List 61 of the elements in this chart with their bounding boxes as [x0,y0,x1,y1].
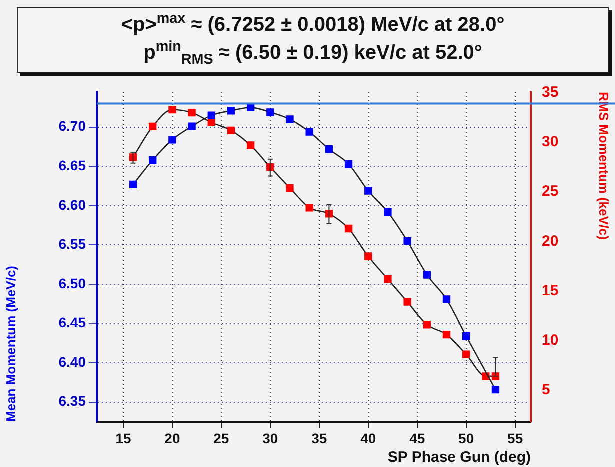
point [149,122,157,131]
y-tick-label: 6.70 [58,118,86,134]
point [492,386,500,394]
y-tick-label: 6.65 [58,158,86,174]
point [188,108,196,117]
point [149,156,157,164]
chart-title: <p>$^{max}$ ≈ (6.7252 ± 0.0018) MeV/c at 28.0° [120,11,506,38]
point [344,160,353,168]
point [344,224,353,233]
point [246,142,255,150]
x-tick-label: 30 [262,430,278,446]
point [306,128,314,136]
x-tick-label: 40 [360,430,376,446]
y2-tick-label: 15 [542,282,559,300]
point [384,275,392,284]
point [404,298,412,306]
y-tick-label: 6.40 [58,354,86,370]
point [168,136,176,144]
x-tick-label: 35 [312,430,328,446]
y2-tick-label: 25 [542,183,559,200]
point [442,296,451,304]
y-axis-title: Mean Momentum (MeV/c) [3,266,18,422]
y-tick-label: 6.45 [58,314,86,331]
y-tick-label: 6.50 [58,275,86,292]
point [423,271,431,279]
point [227,107,236,115]
y-tick-label: 6.60 [58,196,86,213]
point [286,116,294,124]
point [208,118,216,127]
point [188,122,196,130]
x-tick-label: 15 [116,430,132,446]
point [364,187,372,195]
point [306,204,314,212]
point [462,350,470,358]
y-tick-label: 6.35 [58,393,86,410]
point [423,321,431,329]
point [384,208,392,216]
x-tick-label: 25 [214,430,230,446]
point [325,146,334,154]
x-tick-label: 45 [410,430,426,446]
point [129,180,138,189]
x-axis-title: SP Phase Gun (deg) [388,449,531,466]
x-tick-label: 55 [508,430,524,446]
point [286,184,294,192]
point [442,330,451,339]
y2-tick-label: 5 [542,381,550,398]
x-tick-label: 20 [164,430,180,446]
y-tick-label: 6.55 [58,236,86,252]
y2-tick-label: 10 [542,332,559,349]
point [404,237,412,246]
point [168,106,176,114]
point [208,112,216,120]
point [364,252,372,260]
y2-tick-label: 20 [542,232,559,250]
x-tick-label: 50 [458,430,474,446]
point [227,126,236,134]
point [266,108,274,116]
chart-subtitle: p$^{min}$$_{RMS}$ ≈ (6.50 ± 0.19) keV/c at 52.0° [142,39,484,68]
y2-tick-label: 35 [542,84,559,102]
point [462,332,470,340]
y2-tick-label: 30 [542,134,559,151]
